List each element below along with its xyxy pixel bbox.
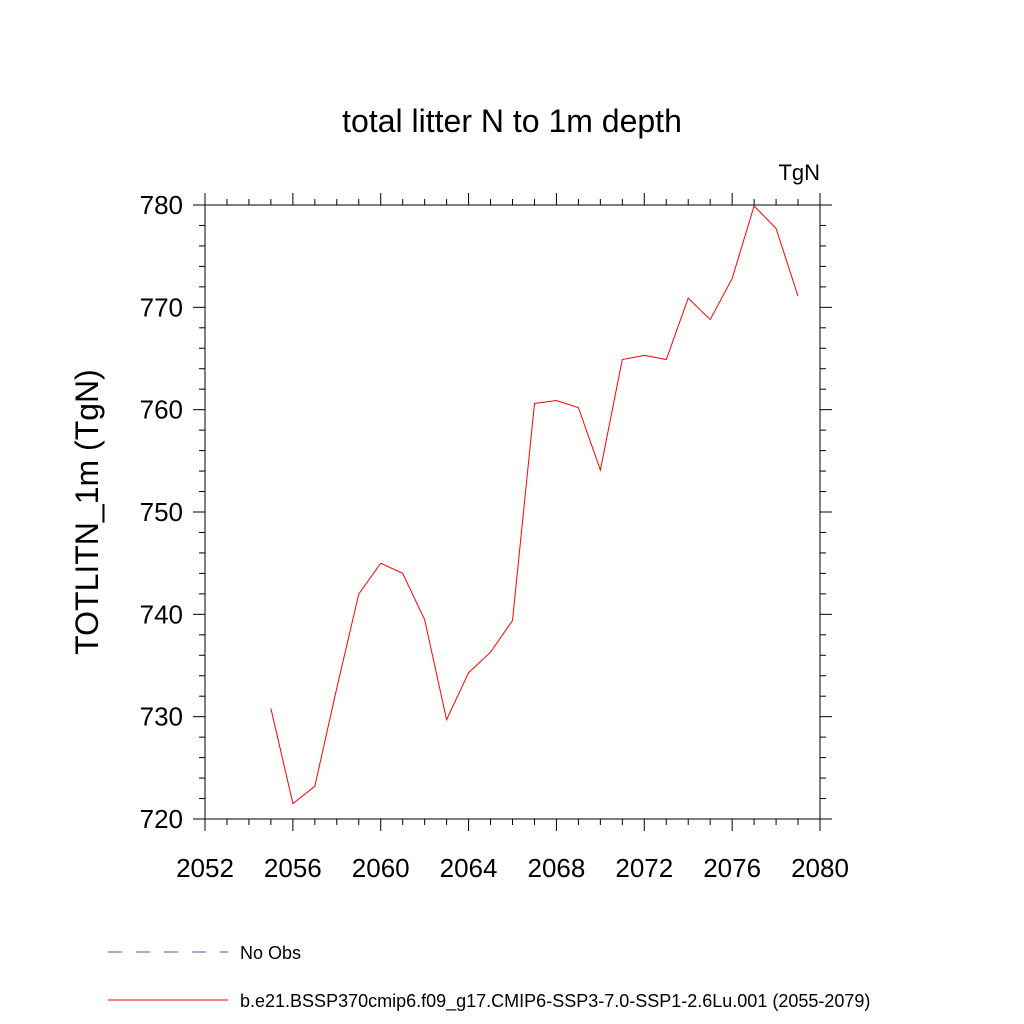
- y-tick-label: 730: [140, 702, 183, 732]
- x-tick-label: 2072: [615, 853, 673, 883]
- y-tick-label: 770: [140, 292, 183, 322]
- y-tick-label: 740: [140, 599, 183, 629]
- x-tick-label: 2064: [440, 853, 498, 883]
- y-axis-label: TOTLITN_1m (TgN): [69, 369, 105, 655]
- chart-title: total litter N to 1m depth: [342, 103, 682, 139]
- x-tick-label: 2080: [791, 853, 849, 883]
- x-tick-label: 2056: [264, 853, 322, 883]
- axis-tick-labels: 2052 2056 2060 2064 2068 2072 2076 2080 720 730 74…: [140, 190, 849, 883]
- y-tick-label: 760: [140, 395, 183, 425]
- x-tick-label: 2068: [528, 853, 586, 883]
- legend: No Obs b.e21.BSSP370cmip6.f09_g17.CMIP6-S…: [108, 943, 870, 1012]
- y-tick-label: 720: [140, 804, 183, 834]
- legend-label: No Obs: [240, 943, 301, 963]
- legend-label: b.e21.BSSP370cmip6.f09_g17.CMIP6-SSP3-7.…: [240, 991, 870, 1012]
- axis-ticks: [193, 193, 832, 831]
- units-label: TgN: [778, 160, 820, 185]
- x-tick-label: 2076: [703, 853, 761, 883]
- series-line: [270, 205, 799, 805]
- y-tick-label: 750: [140, 497, 183, 527]
- plot-frame: [204, 204, 821, 820]
- x-tick-label: 2060: [352, 853, 410, 883]
- y-tick-label: 780: [140, 190, 183, 220]
- x-tick-label: 2052: [176, 853, 234, 883]
- series-points: [270, 206, 798, 805]
